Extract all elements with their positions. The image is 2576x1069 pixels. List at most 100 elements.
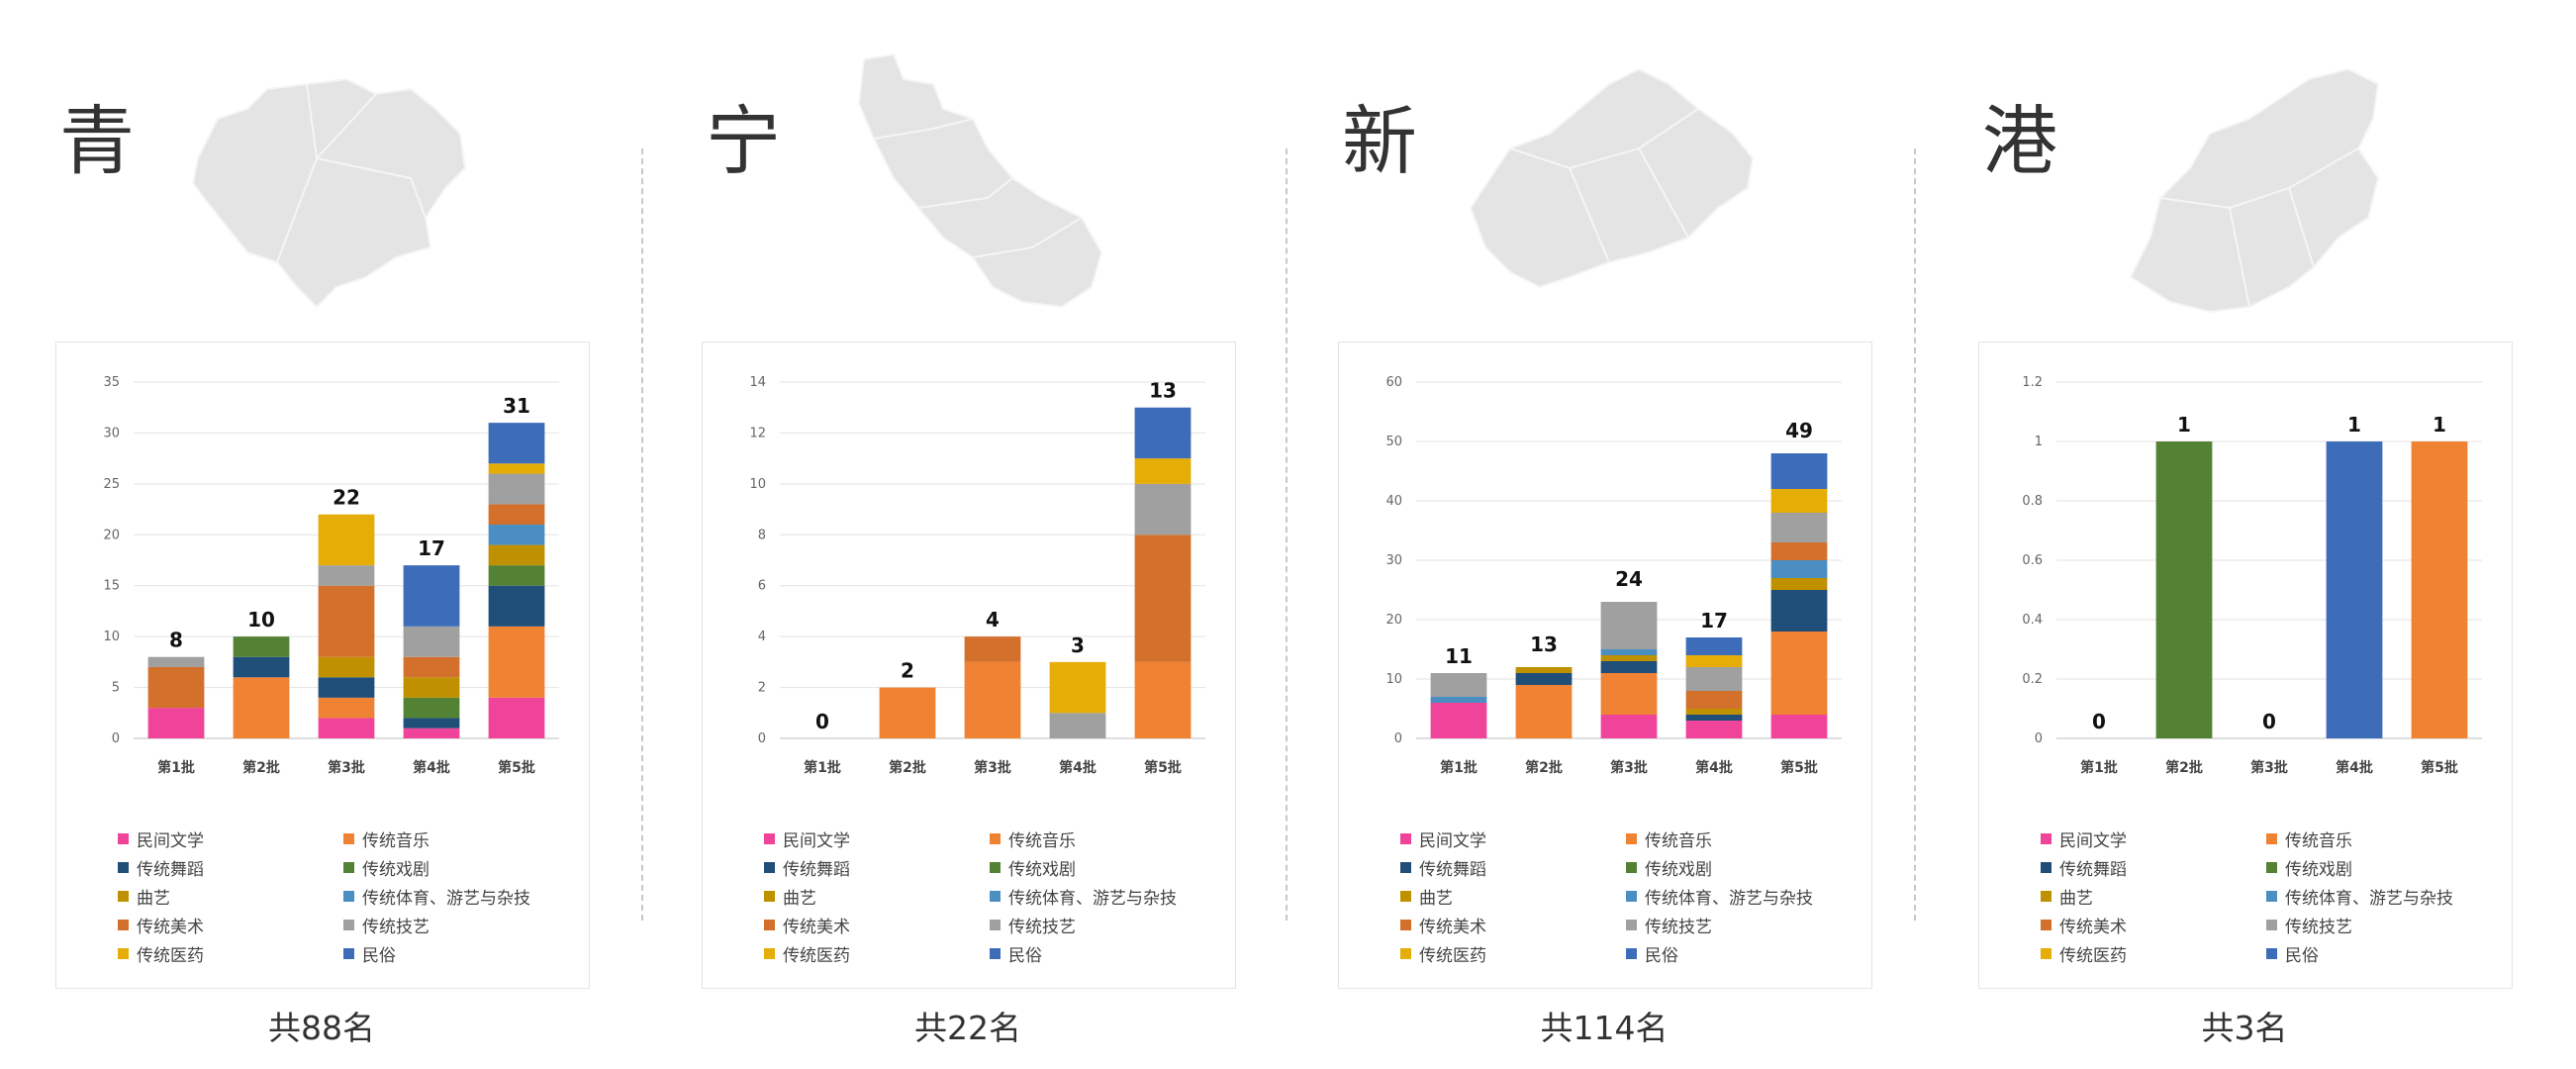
legend-item: 曲艺: [118, 885, 343, 909]
y-tick-label: 0: [112, 731, 120, 746]
bar-chart: 0 10 20 30 40 50 60 11 第1批 13 第2批 24 第3批 17 第4批 49 第5批: [1385, 375, 1842, 776]
y-tick-label: 20: [1385, 613, 1402, 628]
legend-item: 传统舞蹈: [2041, 856, 2266, 880]
total-count: 共114名: [1540, 1009, 1669, 1047]
data-label: 10: [247, 608, 275, 632]
y-tick-label: 60: [1385, 375, 1402, 390]
bar-segment: [233, 656, 290, 678]
x-tick-label: 第2批: [889, 759, 926, 776]
legend-swatch: [118, 919, 129, 930]
data-label: 31: [503, 394, 530, 418]
bar-segment: [1600, 661, 1658, 673]
divider: [641, 148, 643, 921]
x-tick-label: 第2批: [1525, 759, 1563, 776]
legend-swatch: [343, 861, 354, 873]
bar-segment: [964, 636, 1021, 662]
legend: 民间文学 传统音乐 传统舞蹈 传统戏剧 曲艺 传统体育、游艺与杂技 传统美术 传统技艺 传统医药…: [764, 827, 1229, 966]
bar-segment: [403, 626, 460, 657]
bar-segment: [318, 585, 375, 657]
legend-item: 传统体育、游艺与杂技: [1626, 885, 1865, 909]
legend-swatch: [990, 890, 1001, 902]
legend-label: 传统体育、游艺与杂技: [1008, 888, 1177, 909]
legend-item: 传统体育、游艺与杂技: [343, 885, 583, 909]
total-count: 共88名: [268, 1009, 375, 1047]
legend-label: 民俗: [2285, 945, 2319, 966]
x-tick-label: 第5批: [1780, 759, 1818, 776]
data-label: 8: [169, 629, 183, 652]
x-tick-label: 第2批: [242, 759, 280, 776]
bar-segment: [1430, 703, 1487, 738]
legend-item: 传统技艺: [2266, 914, 2506, 937]
y-tick-label: 40: [1385, 494, 1402, 509]
legend-item: 民俗: [990, 942, 1229, 966]
bar-segment: [318, 677, 375, 698]
legend-item: 传统舞蹈: [118, 856, 343, 880]
bar-segment: [147, 667, 205, 709]
data-label: 0: [2092, 710, 2106, 733]
y-tick-label: 1.2: [2022, 375, 2043, 390]
legend-swatch: [1626, 832, 1637, 844]
x-tick-label: 第1批: [2080, 759, 2118, 776]
bar-segment: [318, 565, 375, 586]
legend-swatch: [990, 861, 1001, 873]
bar-segment: [1685, 667, 1743, 691]
legend-swatch: [764, 832, 775, 844]
bar-segment: [488, 423, 545, 464]
legend-label: 民间文学: [783, 830, 850, 851]
legend-label: 传统体育、游艺与杂技: [1645, 888, 1813, 909]
legend-swatch: [990, 832, 1001, 844]
legend-label: 传统技艺: [2285, 917, 2352, 937]
legend-label: 传统戏剧: [1008, 859, 1076, 880]
legend-item: 传统美术: [1400, 914, 1626, 937]
chart-card: 0 5 10 15 20 25 30 35 8 第1批 10 第2批 22 第3批 17 第4批 31 第5批 民…: [55, 341, 590, 989]
y-tick-label: 25: [103, 477, 120, 492]
bar-segment: [1134, 483, 1192, 535]
bar-segment: [2326, 441, 2383, 738]
y-tick-label: 6: [758, 579, 766, 594]
legend-swatch: [764, 947, 775, 959]
y-tick-label: 10: [749, 477, 766, 492]
bar-segment: [2411, 441, 2468, 738]
legend-item: 传统体育、游艺与杂技: [990, 885, 1229, 909]
legend-label: 曲艺: [1419, 888, 1453, 909]
y-tick-label: 4: [758, 630, 766, 644]
total-count: 共22名: [914, 1009, 1021, 1047]
legend-swatch: [343, 832, 354, 844]
y-tick-label: 0: [758, 731, 766, 746]
legend-swatch: [990, 919, 1001, 930]
bar-segment: [488, 504, 545, 525]
legend-swatch: [2266, 890, 2277, 902]
x-tick-label: 第2批: [2165, 759, 2203, 776]
legend-item: 传统体育、游艺与杂技: [2266, 885, 2506, 909]
x-tick-label: 第3批: [2250, 759, 2288, 776]
legend-label: 民间文学: [2059, 830, 2127, 851]
legend-label: 民俗: [1008, 945, 1042, 966]
y-tick-label: 8: [758, 528, 766, 542]
x-tick-label: 第5批: [498, 759, 535, 776]
legend-item: 传统音乐: [343, 827, 583, 851]
legend-swatch: [2266, 947, 2277, 959]
legend-swatch: [1626, 947, 1637, 959]
legend-item: 民俗: [343, 942, 583, 966]
bar-segment: [1600, 602, 1658, 649]
legend-label: 传统体育、游艺与杂技: [2285, 888, 2453, 909]
legend-label: 传统戏剧: [1645, 859, 1712, 880]
bar-segment: [1515, 667, 1573, 673]
legend-item: 传统医药: [118, 942, 343, 966]
x-tick-label: 第4批: [2336, 759, 2373, 776]
y-tick-label: 0.2: [2022, 672, 2043, 687]
legend-item: 传统美术: [118, 914, 343, 937]
legend-label: 传统美术: [2059, 917, 2127, 937]
legend-item: 传统音乐: [1626, 827, 1865, 851]
bar-chart: 0 5 10 15 20 25 30 35 8 第1批 10 第2批 22 第3批 17 第4批 31 第5批: [103, 375, 559, 776]
legend-item: 民俗: [1626, 942, 1865, 966]
bar-segment: [1770, 453, 1828, 489]
total-count: 共3名: [2201, 1009, 2288, 1047]
legend-item: 传统美术: [2041, 914, 2266, 937]
x-tick-label: 第5批: [2421, 759, 2458, 776]
legend-swatch: [2041, 861, 2051, 873]
legend-label: 曲艺: [783, 888, 816, 909]
data-label: 22: [333, 486, 360, 510]
x-tick-label: 第5批: [1144, 759, 1182, 776]
bar-segment: [488, 544, 545, 566]
